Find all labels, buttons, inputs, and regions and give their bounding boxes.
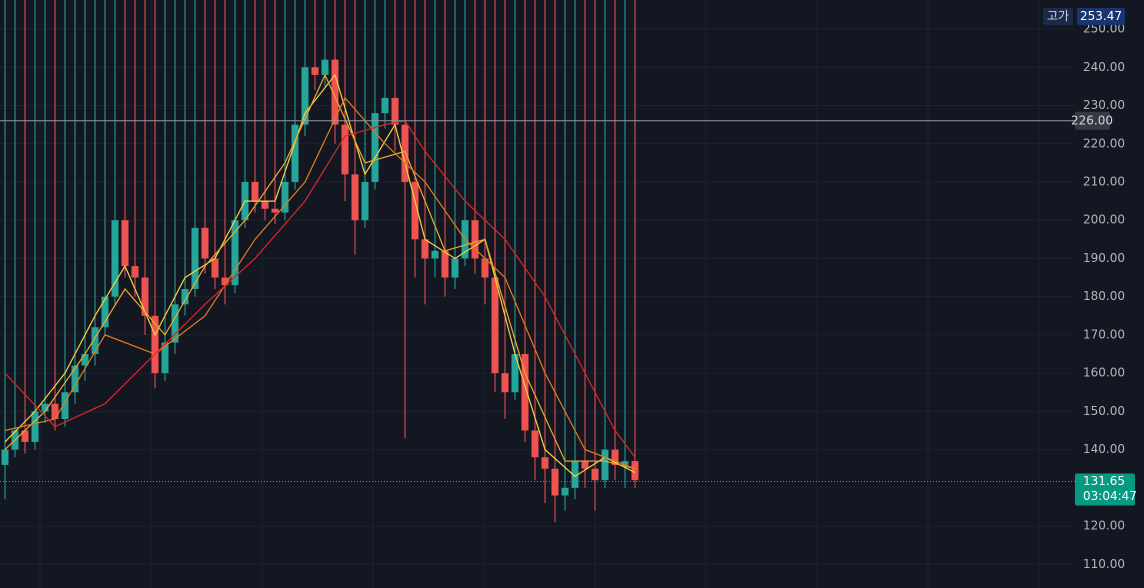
candle-body — [61, 392, 69, 420]
candle-body — [211, 258, 219, 278]
candle-body — [491, 277, 499, 374]
candle-body — [21, 430, 29, 442]
y-tick-label: 110.00 — [1083, 557, 1125, 571]
candle-body — [591, 468, 599, 481]
candle-body — [161, 342, 169, 374]
y-tick-label: 120.00 — [1083, 519, 1125, 533]
y-tick-label: 160.00 — [1083, 366, 1125, 380]
candle-body — [71, 365, 79, 393]
candle-body — [291, 124, 299, 182]
candle-body — [181, 289, 189, 305]
candle-body — [261, 201, 269, 209]
candle-body — [381, 97, 389, 114]
candle-body — [121, 220, 129, 267]
candle-body — [231, 220, 239, 286]
candle-body — [551, 468, 559, 496]
candle-body — [431, 250, 439, 259]
candle-body — [411, 181, 419, 240]
horizontal-line-label: 226.00 — [1071, 113, 1113, 127]
candle-body — [131, 266, 139, 278]
candle-body — [1, 449, 9, 465]
last-price-box — [1075, 473, 1135, 506]
y-tick-label: 230.00 — [1083, 98, 1125, 112]
candle-body — [541, 457, 549, 469]
candle-body — [521, 354, 529, 431]
candle-body — [81, 354, 89, 366]
candle-body — [41, 403, 49, 412]
candle-body — [281, 181, 289, 213]
moving-average-line — [4, 120, 636, 458]
last-price-label: 131.65 — [1083, 474, 1125, 488]
candle-body — [141, 277, 149, 316]
high-title-box — [1043, 8, 1073, 25]
countdown-label: 03:04:47 — [1083, 489, 1137, 503]
candle-body — [401, 124, 409, 182]
candle-body — [201, 227, 209, 259]
high-title: 고가 — [1047, 9, 1069, 23]
candle-body — [271, 208, 279, 213]
candle-body — [31, 411, 39, 442]
candle-body — [251, 181, 259, 202]
candle-body — [621, 461, 629, 465]
moving-average-line — [4, 73, 636, 470]
candle-body — [321, 59, 329, 75]
candle-body — [581, 461, 589, 469]
candle-body — [571, 461, 579, 488]
candle-body — [471, 220, 479, 259]
candle-body — [531, 430, 539, 458]
candle-body — [371, 113, 379, 182]
candle-body — [191, 227, 199, 290]
horizontal-line-box — [1075, 111, 1110, 130]
y-tick-label: 220.00 — [1083, 136, 1125, 150]
y-tick-label: 170.00 — [1083, 327, 1125, 341]
candle-body — [601, 449, 609, 481]
y-tick-label: 210.00 — [1083, 174, 1125, 188]
high-box — [1077, 8, 1125, 25]
candle-body — [51, 403, 59, 420]
candle-body — [561, 487, 569, 496]
candle-body — [151, 315, 159, 374]
candle-body — [451, 258, 459, 278]
high-label: 253.47 — [1080, 9, 1122, 23]
candle-body — [511, 354, 519, 393]
candle-body — [501, 373, 509, 393]
candle-body — [351, 174, 359, 221]
candle-body — [221, 277, 229, 286]
candle-body — [171, 304, 179, 343]
candle-body — [391, 97, 399, 125]
y-tick-label: 200.00 — [1083, 213, 1125, 227]
y-tick-label: 150.00 — [1083, 404, 1125, 418]
candle-body — [341, 124, 349, 175]
candle-body — [631, 461, 639, 481]
y-tick-label: 180.00 — [1083, 289, 1125, 303]
candle-body — [91, 327, 99, 355]
candle-body — [111, 220, 119, 297]
candle-body — [421, 239, 429, 259]
candle-body — [301, 67, 309, 125]
y-tick-label: 190.00 — [1083, 251, 1125, 265]
candle-body — [611, 449, 619, 465]
y-tick-label: 240.00 — [1083, 60, 1125, 74]
candle-body — [101, 296, 109, 328]
candle-body — [311, 67, 319, 75]
candle-body — [361, 181, 369, 221]
candle-body — [481, 258, 489, 278]
y-tick-label: 140.00 — [1083, 442, 1125, 456]
moving-average-line — [4, 73, 636, 478]
candle-body — [331, 59, 339, 125]
y-tick-label: 250.00 — [1083, 22, 1125, 36]
moving-average-line — [4, 96, 636, 470]
candle-body — [441, 250, 449, 278]
